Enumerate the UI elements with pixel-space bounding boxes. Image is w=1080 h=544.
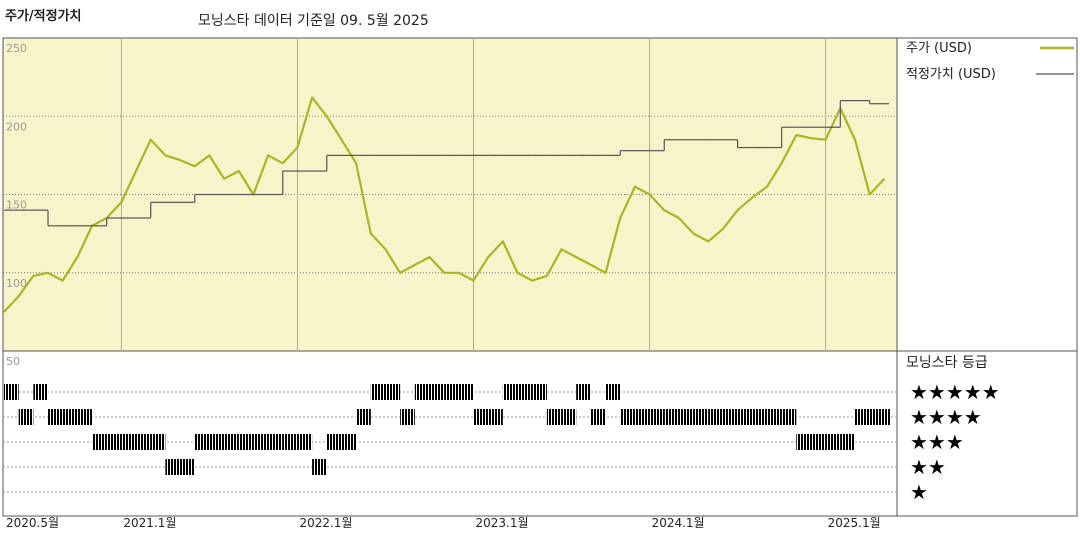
rating-bar (150, 434, 166, 450)
y-tick-label: 100 (6, 277, 27, 290)
rating-bar (180, 459, 195, 475)
rating-bar (722, 409, 738, 425)
rating-bar (385, 384, 401, 400)
rating-bar (238, 434, 254, 450)
rating-bar (165, 459, 181, 475)
rating-bar (708, 409, 723, 425)
rating-bar (458, 384, 474, 400)
rating-bar (869, 409, 885, 425)
rating-bar (312, 459, 327, 475)
rating-title: 모닝스타 등급 (906, 355, 988, 371)
rating-bar (356, 409, 371, 425)
x-tick-label: 2025.1월 (828, 516, 881, 530)
rating-bar (664, 409, 679, 425)
rating-bar (77, 409, 93, 425)
x-tick-label: 2020.5월 (6, 516, 59, 530)
rating-bar (840, 434, 855, 450)
rating-bar (33, 384, 49, 400)
rating-bar (546, 409, 562, 425)
rating-bar (194, 434, 210, 450)
rating-bar (884, 409, 890, 425)
rating-bar (532, 384, 547, 400)
rating-bar (620, 409, 635, 425)
y-tick-label: 150 (6, 199, 27, 212)
rating-bar (473, 409, 489, 425)
rating-bar (825, 434, 841, 450)
rating-bar (400, 409, 415, 425)
rating-bar (326, 434, 342, 450)
rating-bar (796, 434, 811, 450)
rating-legend-label: ★★★ (910, 430, 964, 454)
rating-bar (590, 409, 606, 425)
x-tick-label: 2021.1월 (123, 516, 176, 530)
rating-legend-label: ★★★★ (910, 405, 982, 429)
rating-legend-label: ★ (910, 480, 928, 504)
rating-bar (414, 384, 430, 400)
rating-bar (268, 434, 283, 450)
rating-bar (224, 434, 239, 450)
chart-subtitle: 모닝스타 데이터 기준일 09. 5월 2025 (198, 13, 429, 29)
rating-bar (752, 409, 767, 425)
rating-bar (810, 434, 826, 450)
rating-bar (429, 384, 445, 400)
rating-bar (766, 409, 782, 425)
rating-bar (136, 434, 151, 450)
rating-bar (634, 409, 650, 425)
rating-bar (4, 384, 19, 400)
legend-label: 주가 (USD) (906, 41, 972, 56)
rating-bar (341, 434, 357, 450)
chart-title: 주가/적정가치 (5, 8, 82, 24)
rating-bar (678, 409, 694, 425)
rating-bar (693, 409, 709, 425)
rating-bar (502, 384, 518, 400)
rating-bar (297, 434, 313, 450)
y-tick-label: 50 (6, 355, 20, 368)
rating-bar (370, 384, 386, 400)
x-tick-label: 2023.1월 (476, 516, 529, 530)
rating-bar (576, 384, 591, 400)
rating-bar (781, 409, 797, 425)
x-tick-label: 2022.1월 (299, 516, 352, 530)
rating-legend-label: ★★ (910, 455, 946, 479)
frame (2, 37, 1078, 517)
y-tick-label: 250 (6, 42, 27, 55)
rating-bar (444, 384, 459, 400)
rating-bar (561, 409, 577, 425)
rating-bar (18, 409, 34, 425)
rating-bar (253, 434, 269, 450)
rating-bar (649, 409, 665, 425)
rating-bar (106, 434, 122, 450)
rating-bar (517, 384, 533, 400)
price-line (3, 96, 886, 313)
rating-bar (92, 434, 107, 450)
rating-bar (488, 409, 503, 425)
rating-bar (854, 409, 870, 425)
y-tick-label: 200 (6, 120, 27, 133)
rating-bar (209, 434, 225, 450)
x-tick-label: 2024.1월 (652, 516, 705, 530)
rating-bar (121, 434, 137, 450)
rating-bar (282, 434, 298, 450)
rating-bar (737, 409, 753, 425)
rating-bar (605, 384, 621, 400)
rating-bar (48, 409, 63, 425)
legend-label: 적정가치 (USD) (906, 67, 996, 82)
rating-bar (62, 409, 78, 425)
rating-legend-label: ★★★★★ (910, 380, 1000, 404)
